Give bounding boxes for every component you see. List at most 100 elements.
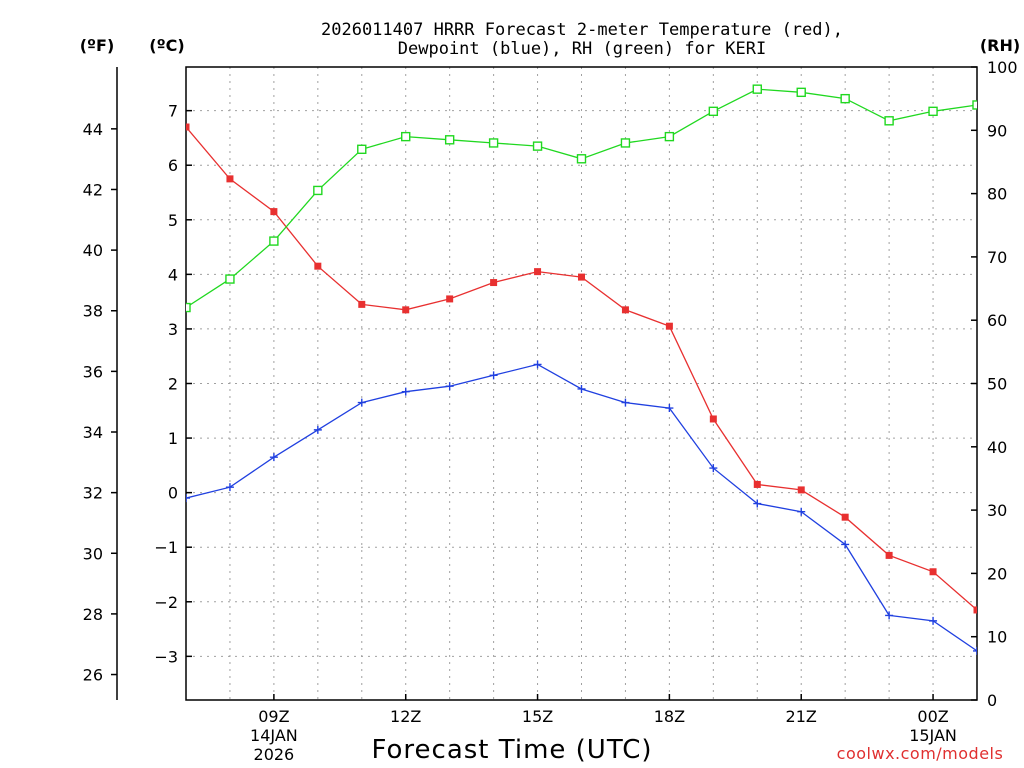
temperature-point <box>226 175 234 183</box>
tick-labels: −3−2−10123456726283032343638404244010203… <box>83 58 1018 764</box>
rh-point <box>186 302 191 313</box>
rh-tick-label: 0 <box>987 691 997 710</box>
source-credit: coolwx.com/models <box>837 744 1004 763</box>
rh-tick-label: 30 <box>987 501 1007 520</box>
fahrenheit-tick-label: 32 <box>83 484 103 503</box>
fahrenheit-tick-label: 30 <box>83 544 103 563</box>
rh-point <box>313 185 323 196</box>
rh-point <box>532 141 543 151</box>
dewpoint-point <box>753 499 762 508</box>
celsius-tick-label: −1 <box>154 538 178 557</box>
series-dewpoint <box>186 360 977 655</box>
dewpoint-point <box>445 382 454 391</box>
rh-point <box>576 154 587 164</box>
fahrenheit-tick-label: 40 <box>83 241 103 260</box>
rh-tick-label: 100 <box>987 58 1018 77</box>
rh-tick-label: 10 <box>987 628 1007 647</box>
fahrenheit-tick-label: 26 <box>83 666 103 685</box>
temperature-point <box>797 486 805 494</box>
rh-point <box>357 144 367 154</box>
temperature-point <box>534 268 542 276</box>
rh-point <box>708 106 719 117</box>
celsius-tick-label: 7 <box>168 102 178 121</box>
rh-tick-label: 40 <box>987 438 1007 457</box>
dewpoint-point <box>225 483 234 492</box>
x-tick-label: 15Z <box>522 707 553 726</box>
dewpoint-point <box>973 646 977 655</box>
temperature-point <box>358 300 366 308</box>
chart-title-line-2: Dewpoint (blue), RH (green) for KERI <box>398 39 766 59</box>
fahrenheit-tick-label: 28 <box>83 605 103 624</box>
fahrenheit-tick-label: 34 <box>83 423 103 442</box>
temperature-point <box>885 551 893 559</box>
temperature-point <box>753 480 761 488</box>
dewpoint-point <box>621 398 630 407</box>
rh-point <box>444 135 455 145</box>
rh-tick-label: 20 <box>987 564 1007 583</box>
rh-point <box>884 116 894 126</box>
dewpoint-point <box>709 464 718 473</box>
fahrenheit-tick-label: 44 <box>83 120 103 139</box>
celsius-tick-label: 0 <box>168 484 178 503</box>
rh-unit-label: (RH) <box>980 36 1020 55</box>
rh-point <box>225 274 235 284</box>
dewpoint-point <box>797 507 806 516</box>
temperature-point <box>973 606 977 614</box>
temperature-point <box>402 306 410 314</box>
celsius-tick-label: 6 <box>168 156 178 175</box>
fahrenheit-tick-label: 38 <box>83 302 103 321</box>
temperature-point <box>314 262 322 270</box>
rh-point <box>664 131 675 142</box>
x-tick-label: 15JAN <box>909 726 957 745</box>
celsius-unit-label: (ºC) <box>149 36 184 55</box>
dewpoint-point <box>489 371 498 380</box>
x-tick-label: 00Z <box>917 707 948 726</box>
temperature-point <box>490 279 498 287</box>
x-tick-label: 12Z <box>390 707 421 726</box>
temperature-point <box>665 322 673 330</box>
fahrenheit-tick-label: 42 <box>83 180 103 199</box>
temperature-point <box>270 208 278 216</box>
x-axis-label: Forecast Time (UTC) <box>371 735 652 765</box>
rh-point <box>620 138 631 148</box>
dewpoint-point <box>841 540 850 549</box>
rh-point <box>401 131 411 142</box>
dewpoint-point <box>665 404 674 413</box>
temperature-point <box>709 415 717 423</box>
temperature-point <box>929 568 937 576</box>
x-tick-label: 2026 <box>254 745 295 764</box>
dewpoint-point <box>357 398 366 407</box>
rh-tick-label: 80 <box>987 185 1007 204</box>
celsius-tick-label: 3 <box>168 320 178 339</box>
temperature-point <box>186 123 190 131</box>
celsius-tick-label: 4 <box>168 265 178 284</box>
dewpoint-point <box>401 387 410 396</box>
rh-tick-label: 50 <box>987 375 1007 394</box>
temperature-point <box>621 306 629 314</box>
rh-point <box>840 93 850 104</box>
dewpoint-point <box>929 616 938 625</box>
fahrenheit-tick-label: 36 <box>83 362 103 381</box>
series-temperature <box>186 123 977 614</box>
rh-point <box>972 100 977 110</box>
dewpoint-point <box>885 611 894 620</box>
celsius-tick-label: 5 <box>168 211 178 230</box>
chart-title-line-1: 2026011407 HRRR Forecast 2-meter Tempera… <box>321 20 843 40</box>
celsius-tick-label: −2 <box>154 593 178 612</box>
dewpoint-point <box>533 360 542 369</box>
rh-tick-label: 70 <box>987 248 1007 267</box>
dewpoint-point <box>186 494 190 503</box>
rh-tick-label: 60 <box>987 311 1007 330</box>
dewpoint-point <box>269 453 278 462</box>
x-tick-label: 09Z <box>258 707 289 726</box>
fahrenheit-unit-label: (ºF) <box>80 36 115 55</box>
grid-lines <box>186 67 977 700</box>
dewpoint-point <box>313 425 322 434</box>
x-tick-label: 18Z <box>654 707 685 726</box>
x-tick-label: 14JAN <box>250 726 298 745</box>
rh-point <box>488 138 499 148</box>
x-tick-label: 21Z <box>786 707 817 726</box>
data-series <box>186 84 977 655</box>
rh-point <box>269 236 279 246</box>
